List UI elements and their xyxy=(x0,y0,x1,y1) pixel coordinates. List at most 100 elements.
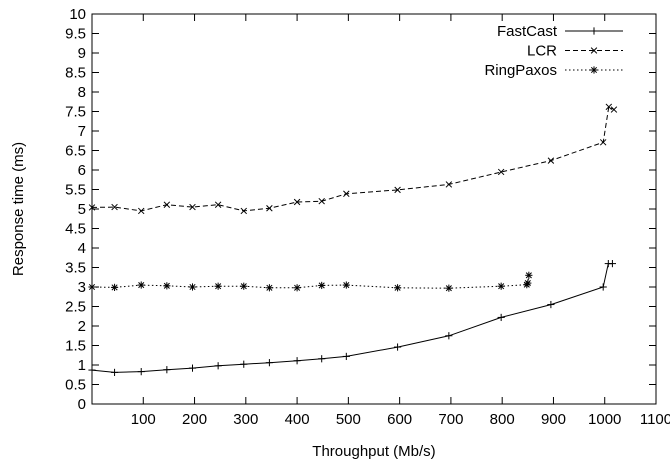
ringpaxos-point xyxy=(240,282,248,290)
legend-entry-fastcast: FastCast xyxy=(497,23,623,40)
legend-entry-ringpaxos: RingPaxos xyxy=(484,62,623,79)
ringpaxos-point xyxy=(525,271,533,279)
x-tick-label: 1100 xyxy=(640,411,670,428)
legend-label-ringpaxos: RingPaxos xyxy=(484,62,557,79)
x-tick-label: 200 xyxy=(182,411,207,428)
y-tick-label: 3 xyxy=(78,279,86,296)
legend-label-lcr: LCR xyxy=(527,43,557,60)
fastcast-line xyxy=(91,263,613,373)
lcr-point xyxy=(88,204,96,211)
fastcast-point xyxy=(608,260,617,268)
lcr-point xyxy=(497,168,505,176)
y-tick-label: 9 xyxy=(78,45,86,62)
lcr-point xyxy=(343,190,350,198)
fastcast-point xyxy=(110,368,119,377)
x-tick-label: 100 xyxy=(131,411,156,428)
y-tick-label: 0 xyxy=(78,396,86,413)
y-tick-label: 8.5 xyxy=(65,65,86,82)
fastcast-point xyxy=(240,360,248,368)
y-tick-label: 0.5 xyxy=(65,377,86,394)
x-tick-label: 1000 xyxy=(588,411,621,428)
y-tick-label: 6.5 xyxy=(65,143,86,160)
lcr-point xyxy=(214,201,222,208)
ringpaxos-point xyxy=(318,281,326,290)
lcr-point xyxy=(318,197,325,205)
fastcast-point xyxy=(599,283,607,291)
y-tick-label: 3.5 xyxy=(65,260,86,277)
lcr-point xyxy=(293,198,301,206)
fastcast-point xyxy=(214,362,222,370)
lcr-point xyxy=(605,103,613,111)
x-tick-label: 900 xyxy=(541,411,566,428)
plot-frame xyxy=(91,13,657,405)
x-tick-label: 600 xyxy=(387,411,412,428)
ringpaxos-point xyxy=(342,281,350,289)
series-layer xyxy=(88,103,618,377)
lcr-point xyxy=(610,106,618,113)
legend-entry-lcr: LCR xyxy=(527,43,623,60)
fastcast-point xyxy=(497,313,505,322)
ringpaxos-point xyxy=(137,281,145,289)
y-tick-label: 6 xyxy=(78,162,86,179)
ringpaxos-point xyxy=(524,279,532,287)
lcr-line xyxy=(91,106,615,212)
x-axis-label: Throughput (Mb/s) xyxy=(312,443,435,460)
fastcast-point xyxy=(293,357,301,365)
x-tick-label: 800 xyxy=(490,411,515,428)
legend-marker-ringpaxos xyxy=(590,66,598,74)
y-tick-label: 10 xyxy=(69,6,86,23)
y-tick-label: 7 xyxy=(78,123,86,140)
legend-marker-fastcast xyxy=(590,27,598,35)
fastcast-point xyxy=(163,366,171,374)
y-tick-label: 9.5 xyxy=(65,26,86,43)
y-tick-label: 2.5 xyxy=(65,299,86,316)
y-axis-label: Response time (ms) xyxy=(10,142,27,276)
y-tick-label: 1 xyxy=(78,357,86,374)
lcr-point xyxy=(240,207,248,215)
lcr-point xyxy=(394,186,401,194)
axis-layer: 0 0.5 1 1.5 2 2.5 3 3.5 4 4.5 5 5.5 6 6.5 7 7.5 8 8.5 9 9.5… xyxy=(65,6,670,428)
ringpaxos-point xyxy=(497,282,505,290)
x-tick-label: 400 xyxy=(285,411,310,428)
fastcast-point xyxy=(547,300,555,309)
x-tick-label: 300 xyxy=(233,411,258,428)
fastcast-point xyxy=(88,366,96,374)
series-fastcast xyxy=(88,260,617,377)
y-tick-label: 8 xyxy=(78,84,86,101)
fastcast-point xyxy=(445,332,453,340)
lcr-point xyxy=(163,201,171,208)
ringpaxos-point xyxy=(188,283,197,291)
x-tick-label: 500 xyxy=(336,411,361,428)
y-tick-label: 7.5 xyxy=(65,104,86,121)
legend-label-fastcast: FastCast xyxy=(497,23,558,40)
x-tick-label: 700 xyxy=(438,411,463,428)
lcr-point xyxy=(547,157,555,164)
fastcast-point xyxy=(188,364,197,372)
ringpaxos-line xyxy=(91,275,530,289)
ringpaxos-point xyxy=(163,282,171,290)
fastcast-point xyxy=(393,343,402,351)
ringpaxos-point xyxy=(293,284,301,292)
lcr-point xyxy=(445,181,453,188)
fastcast-point xyxy=(265,359,274,367)
y-tick-label: 2 xyxy=(78,318,86,335)
series-ringpaxos xyxy=(88,271,533,292)
legend-marker-lcr xyxy=(590,47,598,54)
ringpaxos-point xyxy=(265,284,274,292)
ringpaxos-point xyxy=(110,283,119,291)
lcr-point xyxy=(599,139,607,146)
y-tick-label: 5.5 xyxy=(65,182,86,199)
lcr-point xyxy=(189,203,196,211)
series-lcr xyxy=(88,103,618,215)
fastcast-point xyxy=(137,368,145,376)
y-tick-label: 1.5 xyxy=(65,338,86,355)
legend: FastCast LCR RingPaxos xyxy=(484,23,623,79)
ringpaxos-point xyxy=(445,284,453,292)
ringpaxos-point xyxy=(88,283,96,291)
lcr-point xyxy=(266,204,273,212)
y-tick-label: 4.5 xyxy=(65,221,86,238)
lcr-point xyxy=(111,203,118,211)
y-tick-label: 4 xyxy=(78,240,86,257)
fastcast-point xyxy=(342,352,350,361)
